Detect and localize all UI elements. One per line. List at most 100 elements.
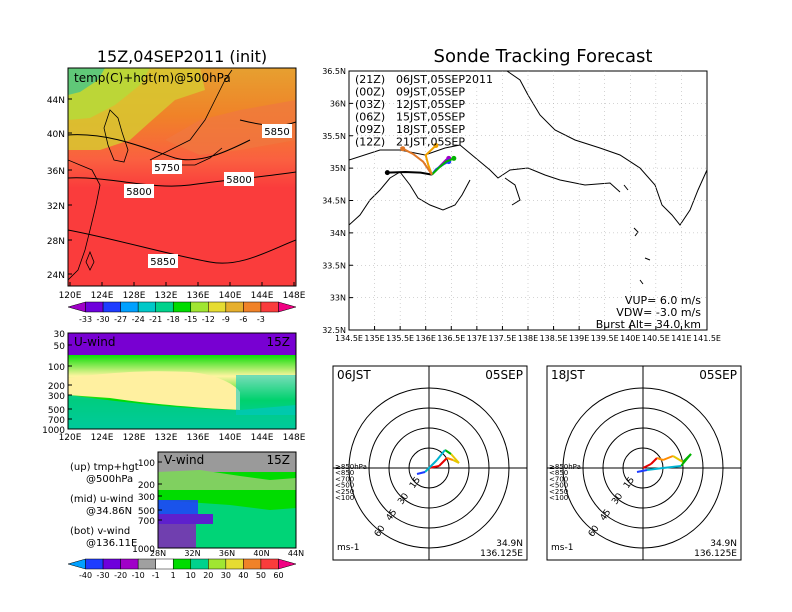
- colorbar-label: -21: [149, 315, 162, 324]
- vwind-lat-ticks: 28N 32N 36N 40N 44N: [150, 549, 304, 558]
- tracking-legend: (21Z) 06JST,05SEP2011 (00Z) 09JST,05SEP (03Z…: [355, 73, 493, 149]
- hodograph-segment: [446, 457, 454, 461]
- pressure-tick-label: 100: [138, 459, 155, 469]
- colorbar-label: -12: [202, 315, 215, 324]
- lon-tick-label: 141.5E: [693, 334, 721, 343]
- left-title: 15Z,04SEP2011 (init): [97, 47, 267, 66]
- colorbar-cell: [102, 301, 121, 313]
- colorbar-cell: [243, 301, 262, 313]
- legend-zulu: (09Z): [355, 123, 385, 136]
- lon-tick-label: 138.5E: [540, 334, 568, 343]
- colorbar-cell: [85, 558, 104, 570]
- colorbar-label: 10: [186, 571, 196, 580]
- colorbar-label: -30: [97, 315, 110, 324]
- legend-zulu: (00Z): [355, 86, 385, 99]
- colorbar-label: 20: [203, 571, 213, 580]
- colorbar-cell: [120, 301, 139, 313]
- hodograph-legend-item: ≥850hPa: [335, 463, 367, 471]
- hodograph-lat: 34.9N: [710, 539, 737, 549]
- hodograph-segment: [450, 453, 460, 464]
- temp-lat-ticks: 44N 40N 36N 32N 28N 24N: [47, 96, 72, 281]
- sonde-tracks: [384, 142, 457, 176]
- colorbar-label: -15: [184, 315, 197, 324]
- lat-tick-label: 36N: [219, 549, 235, 558]
- track-line: [387, 171, 433, 176]
- colorbar-cell: [278, 301, 297, 313]
- legend-time: 06JST,05SEP2011: [396, 73, 493, 86]
- colorbar-cell: [260, 558, 279, 570]
- pressure-tick-label: 1000: [132, 545, 155, 555]
- hodograph-legend-item: <250: [335, 488, 354, 496]
- hodograph-segment: [680, 453, 692, 467]
- legend-time: 18JST,05SEP: [396, 123, 465, 136]
- coastline-bay: [504, 177, 521, 206]
- lat-tick-label: 36N: [47, 167, 65, 177]
- panel-notes: (up) tmp+hgt @500hPa (mid) u-wind @34.86…: [70, 462, 139, 549]
- hodograph-legend-item: <700: [335, 475, 354, 483]
- note-line: @136.11E: [86, 538, 137, 549]
- colorbar-cell: [137, 301, 156, 313]
- colorbar-cell: [190, 301, 209, 313]
- hodograph-segment: [424, 459, 438, 473]
- colorbar-label: 1: [171, 571, 176, 580]
- lon-tick-label: 144E: [251, 433, 274, 443]
- colorbar-cell: [172, 558, 192, 570]
- hodograph-time: 18JST: [551, 368, 585, 382]
- lon-tick-label: 136E: [187, 291, 210, 301]
- hodograph-lon: 136.125E: [480, 549, 523, 559]
- hodograph-legend-item: <250: [549, 488, 568, 496]
- hodograph-segment: [656, 457, 664, 461]
- coastline-peninsula: [349, 171, 471, 226]
- track-endpoint: [384, 170, 390, 176]
- lon-tick-label: 144E: [251, 291, 274, 301]
- hodograph-legend-item: <100: [549, 494, 568, 502]
- uwind-jet: [68, 371, 240, 410]
- pressure-tick-label: 50: [54, 342, 66, 352]
- lat-tick-label: 40N: [47, 130, 65, 140]
- lon-tick-label: 148E: [283, 291, 306, 301]
- param-line: VDW= -3.0 m/s: [616, 306, 701, 319]
- pressure-tick-label: 500: [48, 406, 65, 416]
- uwind-label: U-wind: [74, 335, 115, 349]
- colorbar-label: -20: [114, 571, 127, 580]
- hodograph-legend-item: <850: [549, 469, 568, 477]
- lon-tick-label: 138E: [518, 334, 538, 343]
- colorbar-label: 30: [221, 571, 231, 580]
- coastline-japan: [149, 69, 233, 166]
- colorbar-label: 60: [273, 571, 283, 580]
- temp-map: [68, 68, 296, 286]
- pressure-tick-label: 300: [138, 493, 155, 503]
- lon-tick-label: 136E: [416, 334, 436, 343]
- colorbar-label: -40: [79, 571, 92, 580]
- colorbar-label: -3: [257, 315, 265, 324]
- track-line: [431, 157, 455, 176]
- pressure-tick-label: 1000: [42, 426, 65, 436]
- coastline-kii: [349, 144, 621, 193]
- lon-tick-label: 128E: [123, 433, 146, 443]
- legend-time: 12JST,05SEP: [396, 98, 465, 111]
- lat-tick-label: 44N: [47, 96, 65, 106]
- vwind-panel: V-wind 15Z: [157, 451, 297, 549]
- hodograph-date: 05SEP: [699, 368, 737, 382]
- vwind-time: 15Z: [267, 453, 291, 467]
- pressure-tick-label: 200: [138, 481, 155, 491]
- lat-tick-label: 44N: [288, 549, 304, 558]
- coastline-china: [68, 159, 101, 281]
- colorbar-label: -30: [97, 571, 110, 580]
- legend-zulu: (06Z): [355, 111, 385, 124]
- colorbar-cell: [208, 558, 227, 570]
- colorbar-label: 50: [256, 571, 266, 580]
- colorbar-cell: [225, 558, 244, 570]
- hodograph-date: 05SEP: [485, 368, 523, 382]
- colorbar-cell: [278, 558, 297, 570]
- contour-label: 5800: [126, 187, 151, 198]
- tracking-lon-ticks: 134.5E 135E 135.5E 136E 136.5E 137E 137.5E 138E…: [335, 326, 721, 343]
- legend-time: 09JST,05SEP: [396, 86, 465, 99]
- hodograph-lon: 136.125E: [694, 549, 737, 559]
- lon-tick-label: 128E: [123, 291, 146, 301]
- note-line: (mid) u-wind: [70, 494, 133, 505]
- temp-lon-ticks: 120E 124E 128E 132E 136E 140E 144E 148E: [59, 282, 306, 301]
- hodograph-unit: ms-1: [551, 543, 573, 553]
- hodograph-segment: [646, 467, 664, 471]
